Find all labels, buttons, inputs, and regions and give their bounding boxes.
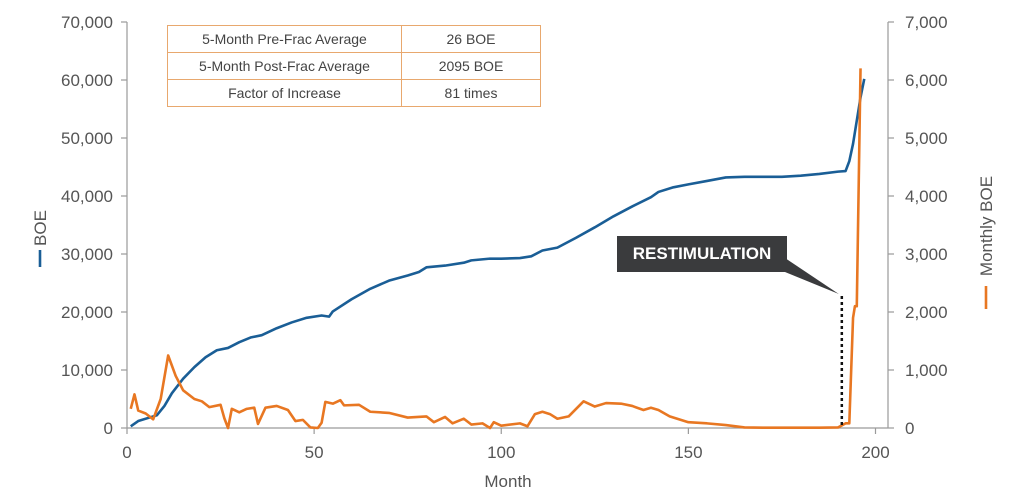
summary-table: 5-Month Pre-Frac Average 26 BOE 5-Month … xyxy=(167,25,541,107)
table-cell-label: Factor of Increase xyxy=(167,79,402,107)
x-tick-label: 0 xyxy=(122,443,131,462)
left-axis-ticks: 0 10,000 20,000 30,000 40,000 50,000 60,000 70,… xyxy=(61,13,127,438)
restimulation-callout: RESTIMULATION xyxy=(617,236,787,272)
callout-pointer xyxy=(785,258,839,294)
right-axis-title: Monthly BOE xyxy=(977,176,996,276)
left-tick-label: 70,000 xyxy=(61,13,113,32)
right-tick-label: 0 xyxy=(905,419,914,438)
left-tick-label: 50,000 xyxy=(61,129,113,148)
table-cell-value: 81 times xyxy=(401,79,541,107)
table-cell-value: 26 BOE xyxy=(401,25,541,53)
x-tick-label: 200 xyxy=(861,443,889,462)
left-axis-title: BOE xyxy=(31,210,50,246)
left-axis-legend: BOE xyxy=(31,210,50,267)
x-axis-title: Month xyxy=(484,472,531,491)
table-row: 5-Month Pre-Frac Average 26 BOE xyxy=(167,25,541,53)
series-line-boe xyxy=(129,78,866,428)
right-tick-label: 3,000 xyxy=(905,245,948,264)
left-tick-label: 60,000 xyxy=(61,71,113,90)
left-tick-label: 10,000 xyxy=(61,361,113,380)
x-axis-ticks: 0 50 100 150 200 xyxy=(122,428,890,462)
table-row: Factor of Increase 81 times xyxy=(167,79,541,107)
right-axis-legend: Monthly BOE xyxy=(977,176,996,309)
left-tick-label: 0 xyxy=(104,419,113,438)
table-cell-label: 5-Month Pre-Frac Average xyxy=(167,25,402,53)
right-tick-label: 7,000 xyxy=(905,13,948,32)
table-row: 5-Month Post-Frac Average 2095 BOE xyxy=(167,52,541,80)
series-line-monthly-boe xyxy=(129,68,862,430)
left-tick-label: 30,000 xyxy=(61,245,113,264)
right-axis-ticks: 0 1,000 2,000 3,000 4,000 5,000 6,000 7,000 xyxy=(888,13,948,438)
right-tick-label: 5,000 xyxy=(905,129,948,148)
right-tick-label: 2,000 xyxy=(905,303,948,322)
x-tick-label: 50 xyxy=(305,443,324,462)
right-tick-label: 6,000 xyxy=(905,71,948,90)
table-cell-label: 5-Month Post-Frac Average xyxy=(167,52,402,80)
x-tick-label: 150 xyxy=(674,443,702,462)
left-tick-label: 40,000 xyxy=(61,187,113,206)
right-tick-label: 1,000 xyxy=(905,361,948,380)
x-tick-label: 100 xyxy=(487,443,515,462)
left-tick-label: 20,000 xyxy=(61,303,113,322)
right-tick-label: 4,000 xyxy=(905,187,948,206)
table-cell-value: 2095 BOE xyxy=(401,52,541,80)
